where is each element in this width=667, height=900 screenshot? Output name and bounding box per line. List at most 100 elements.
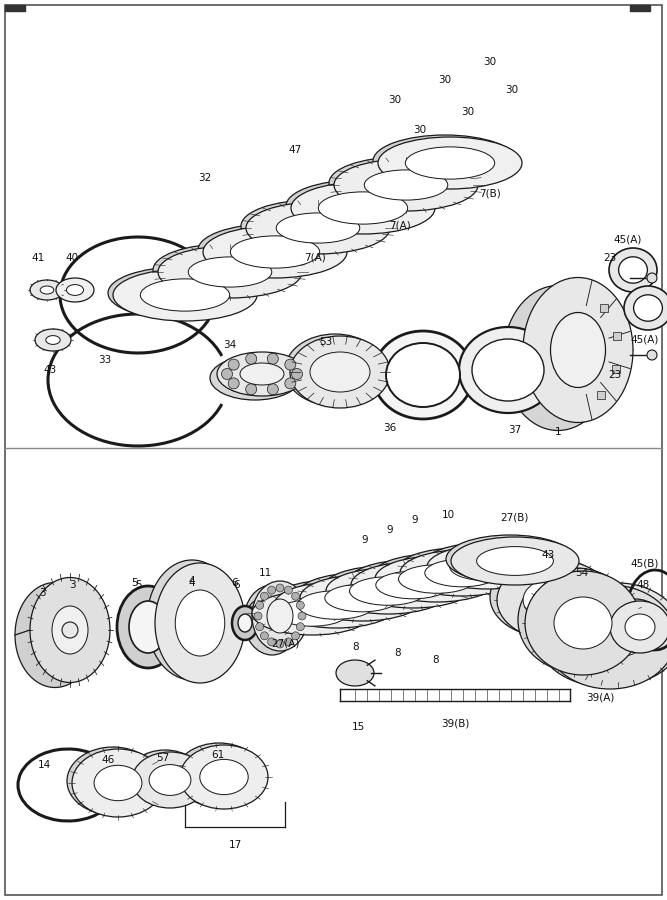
Ellipse shape: [634, 295, 662, 321]
Ellipse shape: [386, 343, 460, 407]
Ellipse shape: [550, 312, 606, 388]
Circle shape: [255, 623, 263, 631]
Ellipse shape: [127, 750, 203, 806]
Ellipse shape: [536, 582, 667, 686]
Ellipse shape: [523, 578, 587, 622]
Ellipse shape: [373, 331, 473, 419]
Ellipse shape: [149, 765, 191, 796]
Text: 23: 23: [604, 253, 616, 263]
Text: 6: 6: [233, 580, 240, 590]
Text: 4: 4: [189, 576, 195, 586]
Circle shape: [267, 354, 278, 364]
Ellipse shape: [244, 585, 300, 655]
Text: 30: 30: [462, 107, 474, 117]
Ellipse shape: [364, 170, 448, 200]
Ellipse shape: [313, 190, 403, 222]
Ellipse shape: [267, 599, 293, 633]
Ellipse shape: [188, 256, 271, 287]
Ellipse shape: [30, 280, 64, 300]
Ellipse shape: [147, 560, 237, 680]
Ellipse shape: [272, 598, 344, 625]
Circle shape: [267, 638, 275, 646]
Ellipse shape: [155, 563, 245, 683]
Ellipse shape: [248, 589, 368, 633]
Text: 10: 10: [442, 510, 455, 520]
Ellipse shape: [518, 568, 634, 672]
Ellipse shape: [375, 556, 499, 602]
Circle shape: [254, 612, 262, 620]
Ellipse shape: [132, 752, 208, 808]
Circle shape: [255, 601, 263, 609]
Circle shape: [291, 592, 299, 600]
Circle shape: [276, 640, 284, 648]
Text: 3: 3: [39, 588, 45, 598]
Ellipse shape: [318, 192, 408, 224]
Text: 7(A): 7(A): [389, 220, 411, 230]
Ellipse shape: [89, 763, 137, 798]
Circle shape: [291, 632, 299, 640]
Ellipse shape: [450, 554, 524, 580]
Ellipse shape: [293, 589, 370, 617]
Ellipse shape: [610, 601, 667, 653]
Text: 36: 36: [384, 423, 397, 433]
Ellipse shape: [618, 256, 648, 284]
Ellipse shape: [625, 614, 655, 640]
Ellipse shape: [240, 363, 284, 385]
Ellipse shape: [472, 544, 548, 573]
Ellipse shape: [67, 284, 83, 295]
Text: 54: 54: [576, 568, 588, 578]
Ellipse shape: [372, 569, 446, 597]
Ellipse shape: [290, 336, 390, 408]
Text: 46: 46: [101, 755, 115, 765]
Text: 30: 30: [414, 125, 427, 135]
Ellipse shape: [35, 329, 71, 351]
Ellipse shape: [525, 571, 641, 675]
Ellipse shape: [446, 535, 574, 583]
Ellipse shape: [446, 552, 520, 579]
Text: 30: 30: [484, 57, 496, 67]
Ellipse shape: [175, 743, 263, 807]
Text: 40: 40: [65, 253, 79, 263]
Text: 45(A): 45(A): [631, 335, 659, 345]
Ellipse shape: [67, 747, 159, 815]
Text: 9: 9: [387, 525, 394, 535]
Text: 15: 15: [352, 722, 365, 732]
Circle shape: [284, 638, 292, 646]
Ellipse shape: [203, 226, 347, 278]
Ellipse shape: [167, 587, 217, 653]
Ellipse shape: [175, 590, 225, 656]
Ellipse shape: [325, 584, 400, 612]
Ellipse shape: [129, 601, 167, 653]
Circle shape: [296, 623, 304, 631]
Ellipse shape: [296, 573, 420, 619]
Ellipse shape: [399, 564, 476, 593]
Ellipse shape: [347, 560, 471, 606]
Circle shape: [62, 622, 78, 638]
Ellipse shape: [400, 145, 490, 177]
Ellipse shape: [200, 760, 248, 795]
Ellipse shape: [276, 213, 360, 243]
Ellipse shape: [371, 554, 495, 600]
Text: 1: 1: [555, 427, 562, 437]
Text: 30: 30: [388, 95, 402, 105]
Bar: [597, 392, 605, 399]
Text: 39(B): 39(B): [441, 718, 469, 728]
Text: 39(A): 39(A): [586, 692, 614, 702]
Ellipse shape: [158, 246, 302, 298]
Text: 43: 43: [43, 365, 57, 375]
Text: 61: 61: [211, 750, 225, 760]
Text: 57: 57: [156, 753, 169, 763]
Ellipse shape: [451, 537, 579, 585]
Ellipse shape: [285, 334, 385, 406]
Ellipse shape: [396, 548, 520, 594]
Text: 6: 6: [231, 578, 238, 588]
Ellipse shape: [427, 545, 547, 589]
Circle shape: [245, 383, 257, 395]
Bar: [5, 5, 25, 11]
Circle shape: [228, 359, 239, 370]
Text: 8: 8: [353, 642, 360, 652]
Ellipse shape: [329, 157, 473, 209]
Ellipse shape: [477, 546, 554, 575]
Ellipse shape: [144, 762, 186, 794]
Circle shape: [647, 350, 657, 360]
